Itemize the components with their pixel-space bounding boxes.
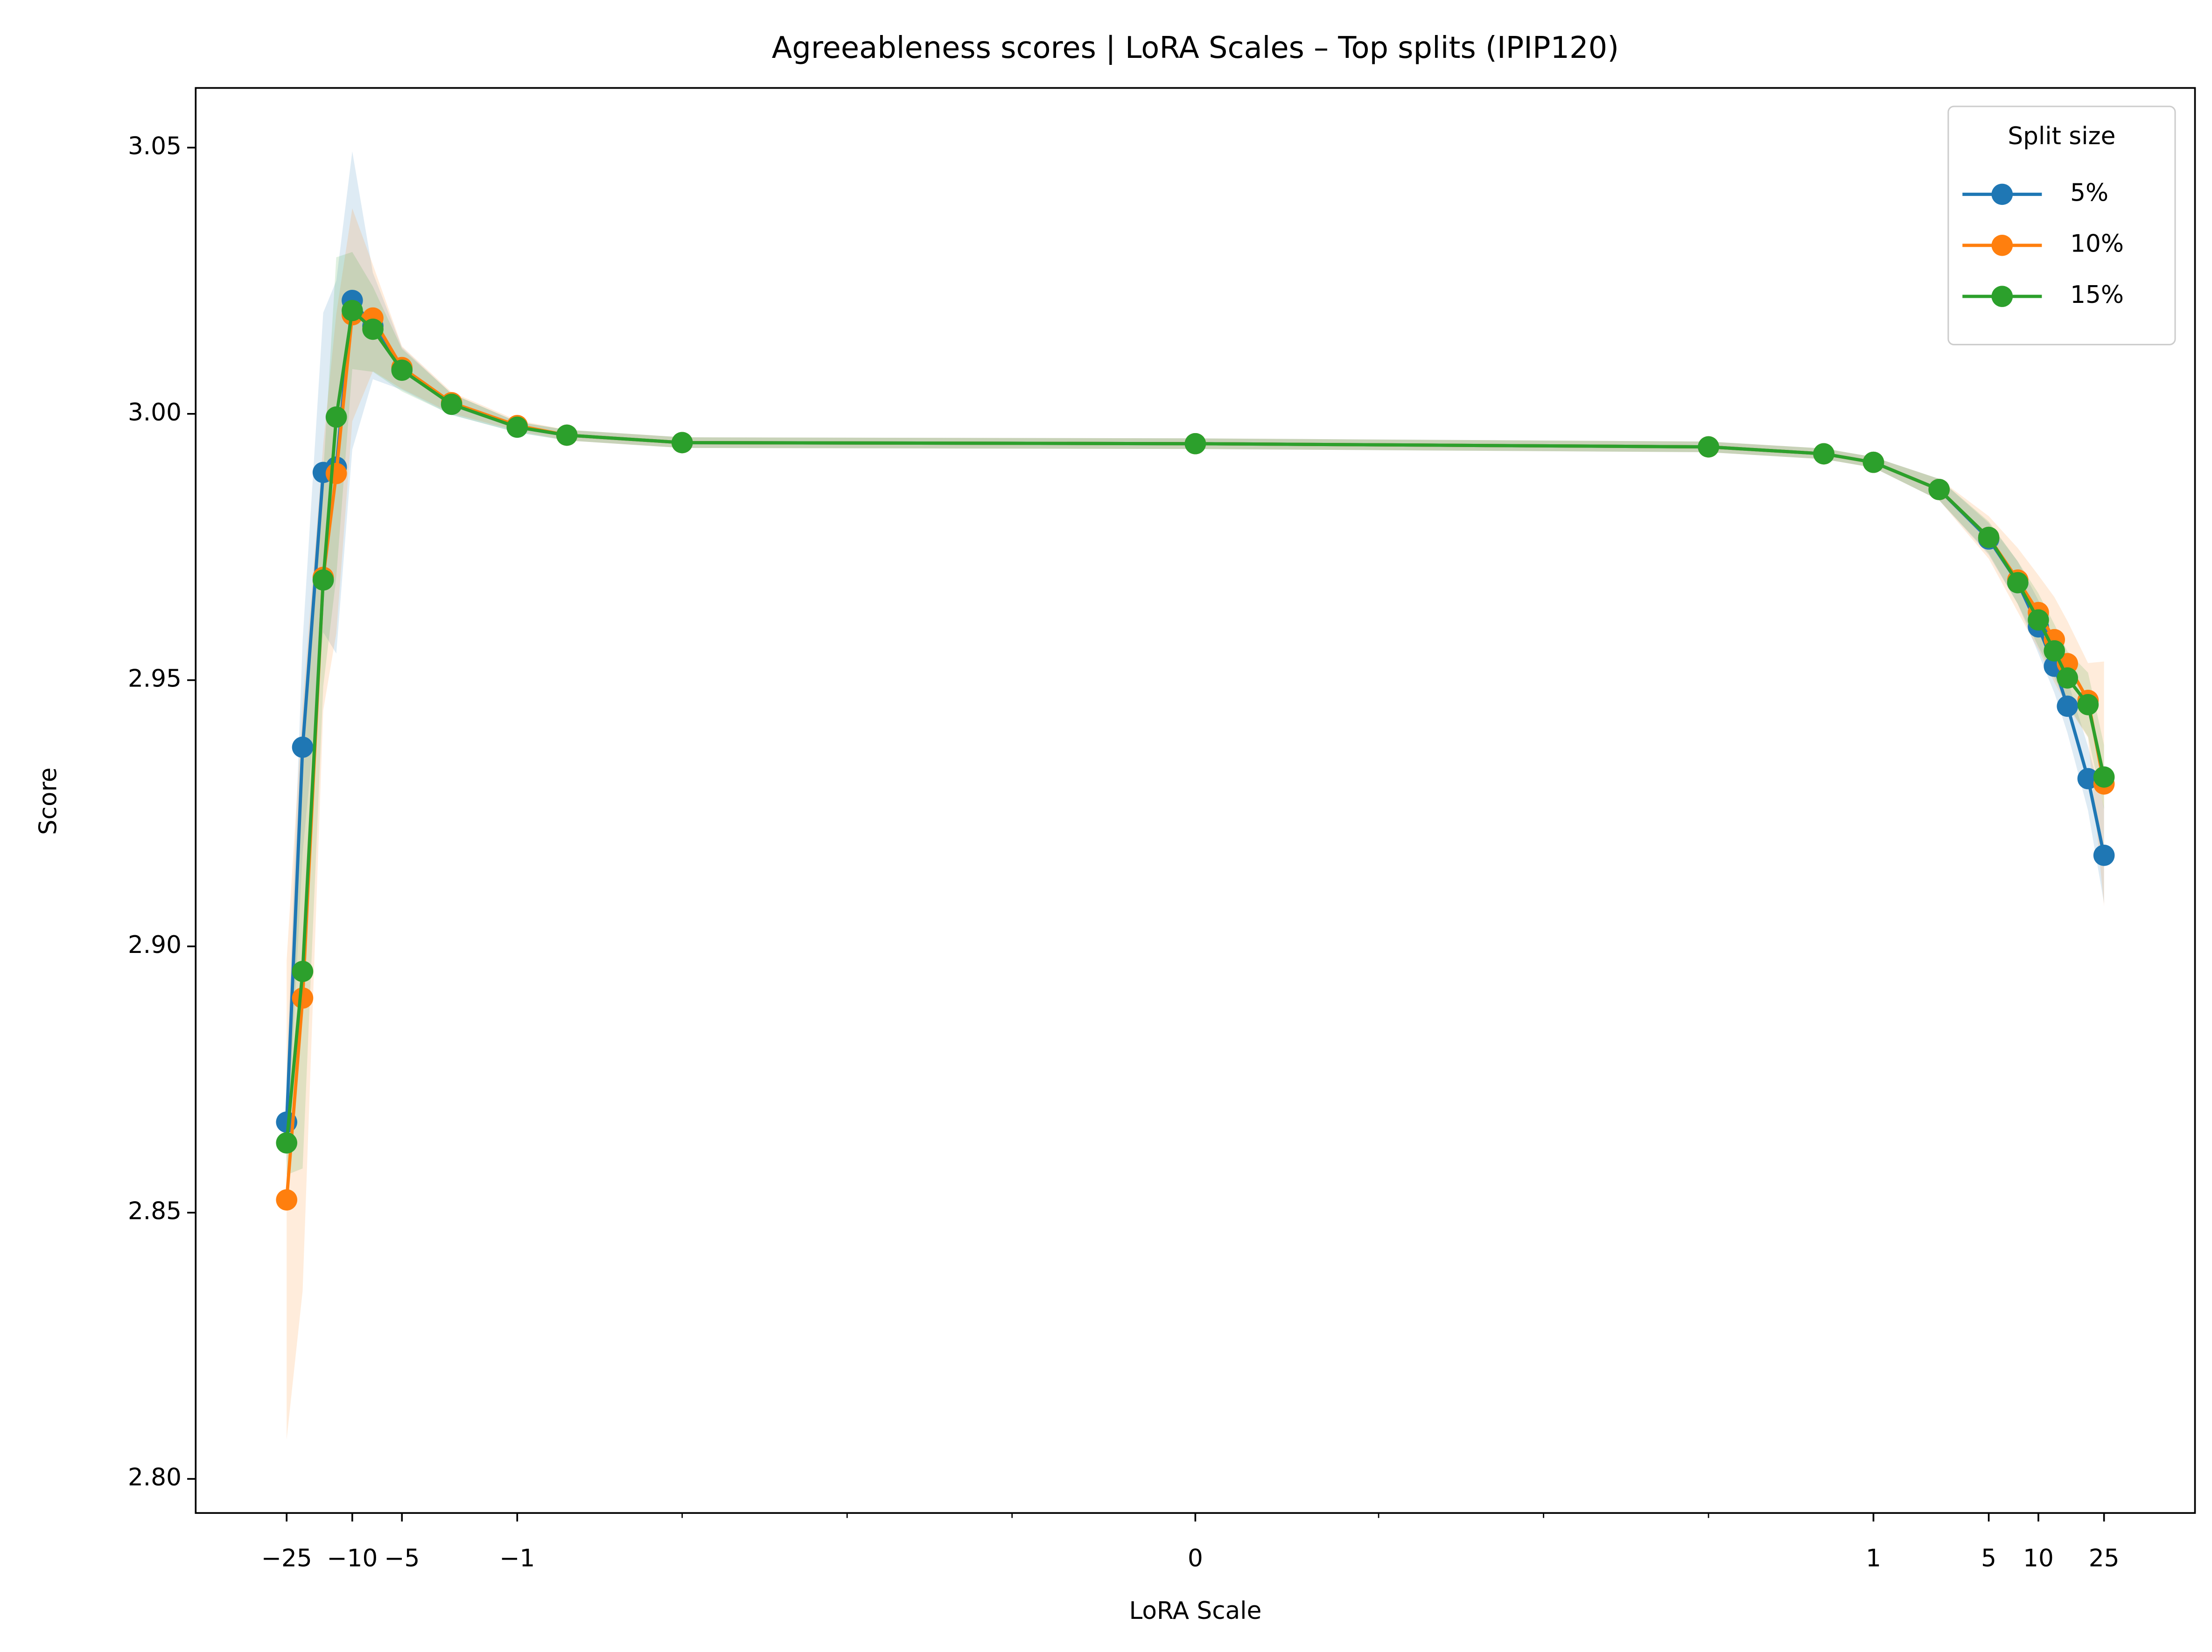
data-point	[325, 406, 347, 428]
data-point	[506, 416, 528, 438]
data-point	[556, 424, 578, 446]
x-tick-label: −10	[327, 1544, 378, 1572]
data-point	[292, 736, 314, 758]
y-tick-label: 2.90	[128, 931, 182, 959]
y-tick-label: 3.00	[128, 399, 182, 427]
data-point	[2057, 695, 2079, 717]
data-point	[391, 359, 413, 381]
data-point	[2093, 845, 2115, 866]
x-tick-label: −5	[384, 1544, 420, 1572]
data-point	[2044, 640, 2065, 662]
y-tick-label: 3.05	[128, 132, 182, 160]
data-point	[362, 318, 384, 340]
legend-marker	[1991, 234, 2013, 256]
legend-box	[1947, 105, 2176, 345]
chart-title: Agreeableness scores | LoRA Scales – Top…	[772, 31, 1619, 65]
data-point	[1862, 451, 1884, 473]
data-point	[1928, 479, 1950, 500]
data-point	[1813, 443, 1834, 465]
data-point	[2093, 766, 2115, 788]
y-tick-label: 2.85	[128, 1197, 182, 1225]
x-tick-label: 10	[2023, 1544, 2054, 1572]
legend-marker	[1991, 183, 2013, 205]
x-tick-label: 5	[1981, 1544, 1996, 1572]
data-point	[2028, 609, 2049, 631]
data-point	[276, 1132, 298, 1154]
data-point	[671, 432, 693, 454]
legend-title: Split size	[2008, 122, 2115, 150]
data-point	[441, 393, 462, 415]
y-tick-label: 2.95	[128, 665, 182, 693]
y-tick-label: 2.80	[128, 1463, 182, 1491]
data-point	[1698, 436, 1719, 458]
x-tick-label: −1	[499, 1544, 535, 1572]
y-axis-label: Score	[34, 768, 62, 835]
legend-label: 5%	[2070, 179, 2108, 207]
legend-label: 15%	[2070, 281, 2124, 309]
legend-marker	[1991, 286, 2013, 307]
plot-frame	[195, 87, 2196, 1514]
x-axis-label: LoRA Scale	[1129, 1597, 1261, 1625]
data-point	[2077, 694, 2099, 715]
data-point	[292, 960, 314, 982]
data-point	[342, 300, 363, 322]
data-point	[2077, 768, 2099, 790]
x-tick-label: 0	[1188, 1544, 1203, 1572]
data-point	[1184, 433, 1206, 455]
data-point	[312, 569, 334, 591]
data-point	[276, 1189, 298, 1211]
data-point	[2007, 572, 2029, 594]
x-tick-label: 25	[2089, 1544, 2120, 1572]
legend-label: 10%	[2070, 230, 2124, 258]
data-point	[2057, 667, 2079, 689]
data-point	[292, 987, 314, 1009]
data-point	[1978, 526, 2000, 548]
x-tick-label: −25	[261, 1544, 312, 1572]
data-point	[325, 462, 347, 484]
x-tick-label: 1	[1866, 1544, 1881, 1572]
